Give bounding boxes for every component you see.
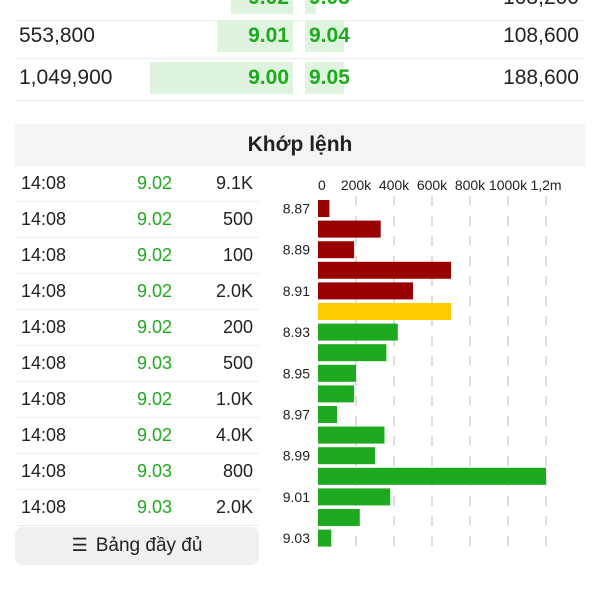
trade-row: 14:08 9.02 9.1K — [15, 165, 259, 202]
volume-bar — [318, 261, 451, 279]
ask-volume-bar — [305, 0, 316, 14]
bid-price: 9.00 — [248, 66, 289, 89]
ask-price: 9.03 — [309, 0, 350, 10]
volume-bar — [318, 282, 413, 300]
volume-bar — [318, 385, 355, 403]
x-tick-label: 200k — [341, 177, 372, 193]
trade-price: 9.03 — [137, 353, 173, 373]
volume-bar — [318, 447, 375, 465]
trade-volume: 200 — [222, 317, 253, 337]
trade-row: 14:08 9.02 1.0K — [15, 381, 259, 418]
volume-bar — [318, 488, 391, 506]
trade-row: 14:08 9.03 500 — [15, 345, 259, 382]
trade-volume: 100 — [222, 245, 253, 265]
trade-time: 14:08 — [21, 245, 67, 265]
volume-bar — [318, 364, 356, 382]
trade-price: 9.02 — [137, 317, 173, 337]
trade-price: 9.02 — [137, 281, 173, 301]
trade-time: 14:08 — [21, 425, 67, 445]
trade-volume: 500 — [222, 353, 253, 373]
volume-bar — [318, 241, 355, 259]
volume-bar — [318, 467, 546, 485]
trade-price: 9.02 — [137, 245, 173, 265]
volume-bar — [318, 509, 360, 526]
order-book-row: 9.02 9.03 103,200 — [15, 0, 585, 21]
x-tick-label: 1,2m — [530, 177, 561, 193]
bid-volume-bar — [231, 0, 293, 14]
bid-price: 9.02 — [248, 0, 289, 10]
trade-time: 14:08 — [21, 497, 67, 517]
x-tick-label: 800k — [455, 177, 486, 193]
trade-price: 9.02 — [137, 173, 173, 193]
list-icon: ☰ — [71, 535, 88, 556]
full-table-label: Bảng đầy đủ — [95, 535, 203, 556]
trade-row: 14:08 9.02 100 — [15, 237, 259, 274]
y-tick-label: 8.99 — [283, 448, 310, 464]
trade-row: 14:08 9.02 200 — [15, 309, 259, 346]
trade-price: 9.03 — [137, 461, 173, 481]
volume-bar — [318, 323, 398, 341]
volume-by-price-chart: 0 200k 400k 600k 800k 1000k 1,2m 8.87 8.89 8.91 8.… — [283, 177, 562, 557]
y-tick-label: 9.01 — [283, 489, 310, 505]
trade-volume: 2.0K — [215, 281, 253, 301]
section-title: Khớp lệnh — [247, 133, 353, 156]
x-tick-label: 600k — [417, 177, 448, 193]
y-tick-label: 9.03 — [283, 530, 310, 546]
order-book-row: 553,800 9.01 9.04 108,600 — [15, 16, 585, 59]
volume-bar — [318, 344, 387, 362]
bid-volume-bar — [217, 20, 293, 52]
bid-volume: 553,800 — [19, 24, 95, 47]
trade-price: 9.03 — [137, 497, 173, 517]
y-tick-label: 8.97 — [283, 407, 310, 423]
volume-bar — [318, 406, 337, 423]
trade-time: 14:08 — [21, 353, 67, 373]
section-header: Khớp lệnh — [15, 124, 585, 166]
trade-volume: 2.0K — [215, 497, 253, 517]
x-tick-label: 400k — [379, 177, 410, 193]
volume-bar — [318, 220, 381, 238]
trade-volume: 800 — [222, 461, 253, 481]
trade-price: 9.02 — [137, 389, 173, 409]
bid-volume-bar — [150, 62, 293, 94]
trade-row: 14:08 9.02 2.0K — [15, 273, 259, 310]
volume-bar — [318, 529, 332, 547]
bid-price: 9.01 — [248, 24, 289, 47]
ask-price: 9.04 — [309, 24, 350, 47]
trade-row: 14:08 9.02 4.0K — [15, 417, 259, 454]
full-table-button[interactable]: ☰ Bảng đầy đủ — [15, 527, 259, 565]
ask-volume: 108,600 — [503, 24, 579, 47]
trade-volume: 1.0K — [215, 389, 253, 409]
x-tick-label: 1000k — [489, 177, 528, 193]
ask-volume-bar — [305, 20, 344, 52]
trade-time: 14:08 — [21, 389, 67, 409]
ask-price: 9.05 — [309, 66, 350, 89]
trade-time: 14:08 — [21, 173, 67, 193]
ask-volume: 103,200 — [503, 0, 579, 10]
order-book-row: 1,049,900 9.00 9.05 188,600 — [15, 58, 585, 101]
y-tick-label: 8.87 — [283, 201, 310, 217]
trade-volume: 4.0K — [215, 425, 253, 445]
volume-bar — [318, 426, 385, 444]
y-tick-label: 8.91 — [283, 283, 310, 299]
trade-time: 14:08 — [21, 461, 67, 481]
trade-time: 14:08 — [21, 317, 67, 337]
trade-time: 14:08 — [21, 209, 67, 229]
trade-row: 14:08 9.02 500 — [15, 201, 259, 238]
trade-time: 14:08 — [21, 281, 67, 301]
ask-volume-bar — [305, 62, 344, 94]
x-tick-label: 0 — [318, 177, 326, 193]
trade-row: 14:08 9.03 2.0K — [15, 489, 259, 526]
y-tick-label: 8.89 — [283, 242, 310, 258]
trade-price: 9.02 — [137, 425, 173, 445]
trade-volume: 9.1K — [215, 173, 253, 193]
bid-volume: 1,049,900 — [19, 66, 113, 89]
y-tick-label: 8.93 — [283, 324, 310, 340]
trade-row: 14:08 9.03 800 — [15, 453, 259, 490]
ask-volume: 188,600 — [503, 66, 579, 89]
volume-bar — [318, 303, 451, 320]
trade-volume: 500 — [222, 209, 253, 229]
volume-bar — [318, 200, 330, 217]
trade-price: 9.02 — [137, 209, 173, 229]
y-tick-label: 8.95 — [283, 365, 310, 381]
